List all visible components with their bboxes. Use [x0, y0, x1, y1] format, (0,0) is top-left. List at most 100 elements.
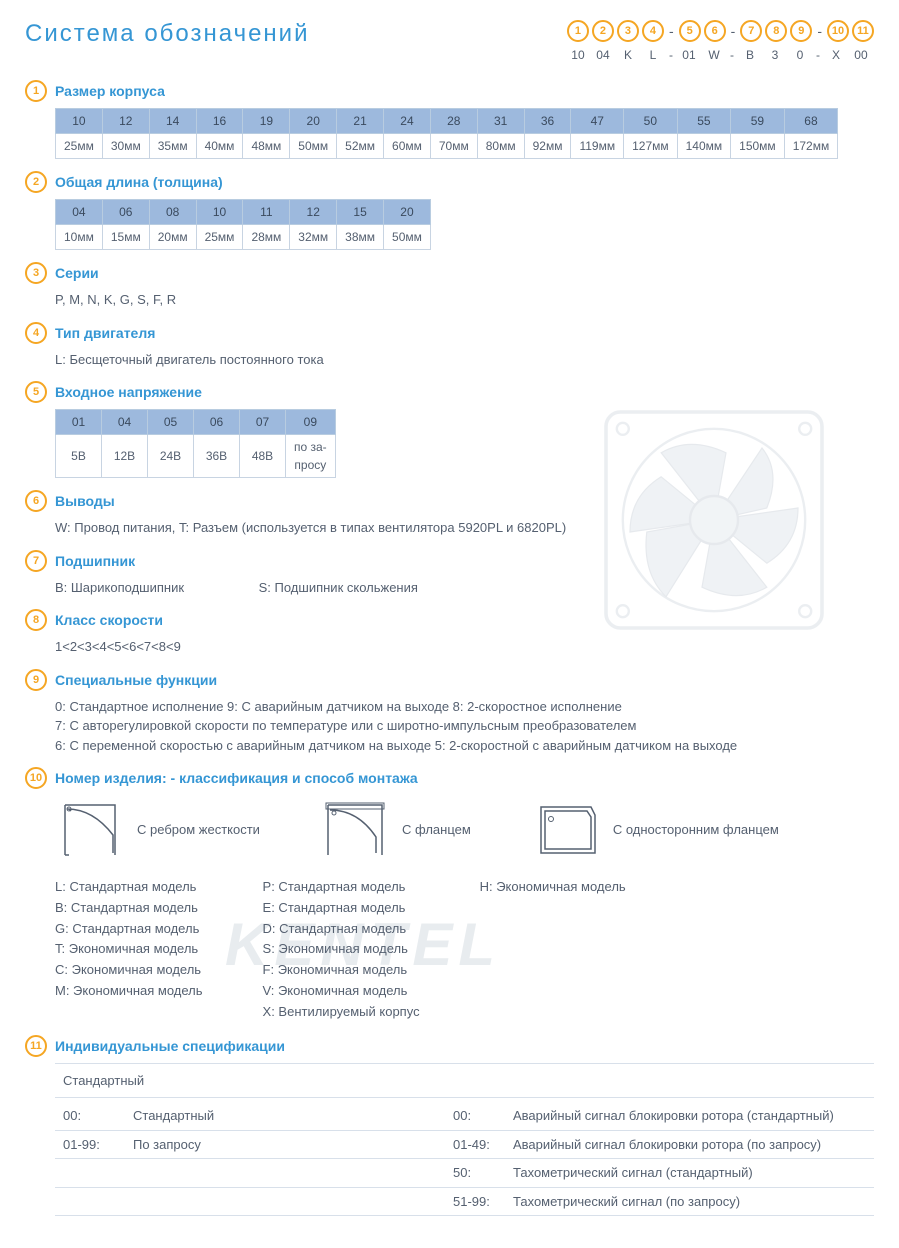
section-2: 2 Общая длина (толщина) 0406081011121520… — [25, 171, 874, 250]
section-number: 10 — [25, 767, 47, 789]
section-title: Специальные функции — [55, 672, 217, 688]
header: Система обозначений 1234-56-789-1011 100… — [25, 20, 874, 62]
section-number: 6 — [25, 490, 47, 512]
code-example-label: 01 — [678, 48, 700, 62]
code-position-circle: 2 — [592, 20, 614, 42]
table-cell: 92мм — [524, 134, 571, 159]
table-header-cell: 07 — [240, 410, 286, 435]
special-functions-text: 0: Стандартное исполнение 9: С аварийным… — [55, 697, 874, 756]
speed-class-text: 1<2<3<4<5<6<7<8<9 — [55, 637, 874, 657]
mount-flange: С фланцем — [320, 795, 471, 865]
table-cell: 24В — [148, 435, 194, 478]
table-header-cell: 20 — [384, 200, 431, 225]
table-header-cell: 55 — [677, 109, 731, 134]
section-title: Размер корпуса — [55, 83, 165, 99]
table-cell: 60мм — [384, 134, 431, 159]
table-cell: 20мм — [149, 225, 196, 250]
code-example-label: 10 — [567, 48, 589, 62]
spec-cell — [55, 1159, 125, 1188]
code-dash: - — [728, 48, 736, 62]
table-header-cell: 08 — [149, 200, 196, 225]
mount-list-item: L: Стандартная модель — [55, 877, 203, 898]
code-example-label: 04 — [592, 48, 614, 62]
section-9: 9 Специальные функции 0: Стандартное исп… — [25, 669, 874, 756]
section-number: 5 — [25, 381, 47, 403]
table-header-cell: 28 — [430, 109, 477, 134]
mount-list-item: F: Экономичная модель — [263, 960, 420, 981]
section-title: Выводы — [55, 493, 115, 509]
table-header-cell: 50 — [624, 109, 678, 134]
table-header-cell: 14 — [149, 109, 196, 134]
mount-list-item: E: Стандартная модель — [263, 898, 420, 919]
mount-list-item: T: Экономичная модель — [55, 939, 203, 960]
spec-cell: 01-99: — [55, 1130, 125, 1159]
code-example-label: X — [825, 48, 847, 62]
spec-cell: Тахометрический сигнал (стандартный) — [505, 1159, 874, 1188]
table-cell: 140мм — [677, 134, 731, 159]
table-header-cell: 31 — [477, 109, 524, 134]
mount-lists: L: Стандартная модельB: Стандартная моде… — [55, 877, 874, 1023]
section-title: Класс скорости — [55, 612, 163, 628]
code-position-circle: 7 — [740, 20, 762, 42]
table-cell: 30мм — [102, 134, 149, 159]
spec-cell: 51-99: — [445, 1187, 505, 1216]
spec-cell: Аварийный сигнал блокировки ротора (по з… — [505, 1130, 874, 1159]
code-dash: - — [814, 48, 822, 62]
section-3: 3 Серии P, M, N, K, G, S, F, R — [25, 262, 874, 310]
section-title: Тип двигателя — [55, 325, 155, 341]
spec-row: 00:Стандартный00:Аварийный сигнал блокир… — [55, 1102, 874, 1130]
special-function-line: 0: Стандартное исполнение 9: С аварийным… — [55, 697, 874, 717]
section-title: Подшипник — [55, 553, 135, 569]
table-header-cell: 20 — [290, 109, 337, 134]
section-4: 4 Тип двигателя L: Бесщеточный двигатель… — [25, 322, 874, 370]
table-cell: 50мм — [290, 134, 337, 159]
section-title: Индивидуальные спецификации — [55, 1038, 285, 1054]
table-cell: 48В — [240, 435, 286, 478]
section-number: 7 — [25, 550, 47, 572]
table-cell: 80мм — [477, 134, 524, 159]
table-header-cell: 12 — [290, 200, 337, 225]
page: KENTEL Система обозначений 1234-56-789-1… — [25, 20, 874, 1216]
table-header-cell: 01 — [56, 410, 102, 435]
table-cell: 28мм — [243, 225, 290, 250]
spec-row: 51-99:Тахометрический сигнал (по запросу… — [55, 1187, 874, 1216]
table-header-cell: 16 — [196, 109, 243, 134]
mount-label: С ребром жесткости — [137, 820, 260, 840]
mount-single-flange: С односторонним фланцем — [531, 795, 779, 865]
series-text: P, M, N, K, G, S, F, R — [55, 290, 874, 310]
spec-cell — [55, 1187, 125, 1216]
code-positions-row: 1234-56-789-1011 — [567, 20, 874, 42]
table-cell: 15мм — [102, 225, 149, 250]
table-cell: 172мм — [784, 134, 838, 159]
mount-label: С фланцем — [402, 820, 471, 840]
table-header-cell: 21 — [337, 109, 384, 134]
mount-list-item: P: Стандартная модель — [263, 877, 420, 898]
code-example-label: 3 — [764, 48, 786, 62]
spec-row: 01-99:По запросу01-49:Аварийный сигнал б… — [55, 1130, 874, 1159]
mount-list-item: G: Стандартная модель — [55, 919, 203, 940]
code-example-label: B — [739, 48, 761, 62]
table-cell: 25мм — [56, 134, 103, 159]
spec-table: 00:Стандартный00:Аварийный сигнал блокир… — [55, 1102, 874, 1216]
table-cell: 5В — [56, 435, 102, 478]
mount-list-item: C: Экономичная модель — [55, 960, 203, 981]
table-cell: 48мм — [243, 134, 290, 159]
table-cell: 127мм — [624, 134, 678, 159]
code-position-circle: 1 — [567, 20, 589, 42]
spec-cell — [125, 1187, 445, 1216]
spec-row: 50:Тахометрический сигнал (стандартный) — [55, 1159, 874, 1188]
mount-list-col3: H: Экономичная модель — [480, 877, 626, 1023]
leads-text: W: Провод питания, T: Разъем (использует… — [55, 518, 874, 538]
table-cell: 35мм — [149, 134, 196, 159]
mount-list-item: H: Экономичная модель — [480, 877, 626, 898]
mount-list-item: M: Экономичная модель — [55, 981, 203, 1002]
table-header-cell: 11 — [243, 200, 290, 225]
code-position-circle: 9 — [790, 20, 812, 42]
table-header-cell: 06 — [194, 410, 240, 435]
code-position-circle: 10 — [827, 20, 849, 42]
table-cell: 38мм — [337, 225, 384, 250]
table-header-cell: 05 — [148, 410, 194, 435]
mount-list-item: S: Экономичная модель — [263, 939, 420, 960]
table-cell: 25мм — [196, 225, 243, 250]
table-cell: 36В — [194, 435, 240, 478]
